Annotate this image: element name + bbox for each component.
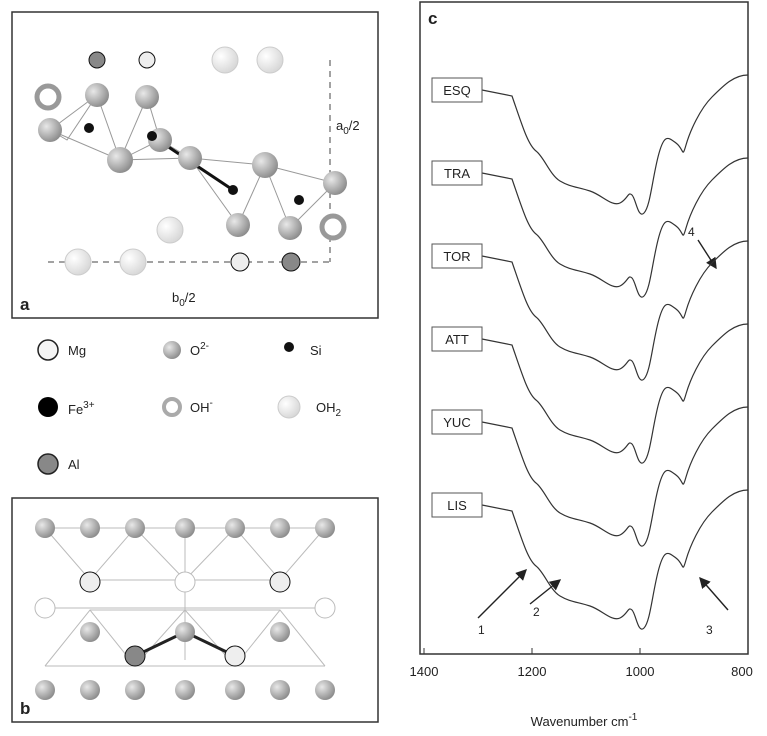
- legend: Mg O2- Si Fe3+ OH- OH2 Al: [38, 340, 342, 474]
- x-tick-label: 1400: [410, 664, 439, 679]
- series-label: TRA: [444, 166, 470, 181]
- series-label: TOR: [443, 249, 470, 264]
- series-label: ATT: [445, 332, 469, 347]
- series-label: YUC: [443, 415, 470, 430]
- figure: a a0/2 b0/2 Mg O2- Si Fe3+ OH- OH2 Al b …: [0, 0, 767, 731]
- oh2-atoms: [65, 47, 283, 275]
- panel-b: b: [12, 498, 378, 722]
- panel-letter: c: [428, 9, 437, 28]
- legend-symbol: [164, 399, 180, 415]
- x-tick-label: 1200: [518, 664, 547, 679]
- spectrum: [482, 158, 748, 297]
- legend-label: OH-: [190, 398, 213, 415]
- legend-label: OH2: [316, 400, 342, 419]
- spectrum: [482, 490, 748, 629]
- spectrum: [482, 75, 748, 214]
- legend-label: Mg: [68, 343, 86, 358]
- al-atom: [125, 646, 145, 666]
- mg-atom: [270, 572, 290, 592]
- legend-symbol: [38, 397, 58, 417]
- lattice: [45, 528, 325, 666]
- x-tick-label: 800: [731, 664, 753, 679]
- x-axis-label: Wavenumber cm-1: [531, 712, 638, 729]
- axis-label: a0/2: [336, 118, 360, 137]
- legend-symbol: [38, 340, 58, 360]
- legend-symbol: [284, 342, 294, 352]
- panel-c: c 1 2 3 4 Wavenumber cm-1 1400 1200 1000 80…: [410, 2, 753, 729]
- annotation: 1: [478, 623, 485, 637]
- annotation: 2: [533, 605, 540, 619]
- series-label: LIS: [447, 498, 467, 513]
- panel-letter: a: [20, 295, 30, 314]
- spectrum: [482, 324, 748, 463]
- mg-atom: [225, 646, 245, 666]
- spectrum: [482, 241, 748, 380]
- series-label: ESQ: [443, 83, 470, 98]
- legend-label: O2-: [190, 341, 209, 358]
- spectrum: [482, 407, 748, 546]
- panel-a: a a0/2 b0/2: [12, 12, 378, 318]
- x-tick-label: 1000: [626, 664, 655, 679]
- mg-atom: [231, 253, 249, 271]
- axis-label: b0/2: [172, 290, 196, 309]
- al-atom: [282, 253, 300, 271]
- mg-atom: [80, 572, 100, 592]
- legend-label: Si: [310, 343, 322, 358]
- legend-symbol: [163, 341, 181, 359]
- al-atom: [89, 52, 105, 68]
- legend-symbol: [38, 454, 58, 474]
- legend-label: Fe3+: [68, 400, 95, 417]
- panel-letter: b: [20, 699, 30, 718]
- o-atoms: [38, 83, 347, 240]
- legend-label: Al: [68, 457, 80, 472]
- mg-atom: [139, 52, 155, 68]
- annotation: 3: [706, 623, 713, 637]
- legend-symbol: [278, 396, 300, 418]
- annotation: 4: [688, 225, 695, 239]
